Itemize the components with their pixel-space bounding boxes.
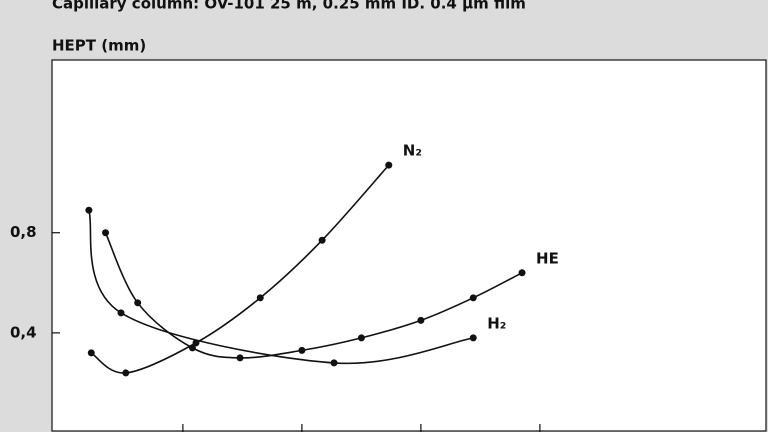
data-point [518,269,526,277]
series-label: HE [536,249,559,267]
data-point [134,299,142,307]
series-label: N₂ [403,142,422,160]
data-point [122,369,130,377]
y-tick-label: 0,8 [10,223,37,241]
data-point [102,229,110,237]
data-point [330,359,338,367]
data-point [469,334,477,342]
data-point [87,349,95,357]
data-point [85,206,93,214]
chart-title: Capillary column: OV-101 25 m, 0.25 mm I… [52,0,526,13]
data-point [256,294,264,302]
data-point [469,294,477,302]
series-line [88,209,474,365]
data-point [318,236,326,244]
data-point [417,316,425,324]
data-point [117,309,125,317]
plot-area [51,59,767,432]
data-point [188,344,196,352]
series-label: H₂ [487,314,506,332]
data-point [298,346,306,354]
y-axis-label: HEPT (mm) [52,37,146,55]
data-point [236,354,244,362]
y-tick-label: 0,4 [10,323,37,341]
data-point [357,334,365,342]
data-point [385,161,393,169]
